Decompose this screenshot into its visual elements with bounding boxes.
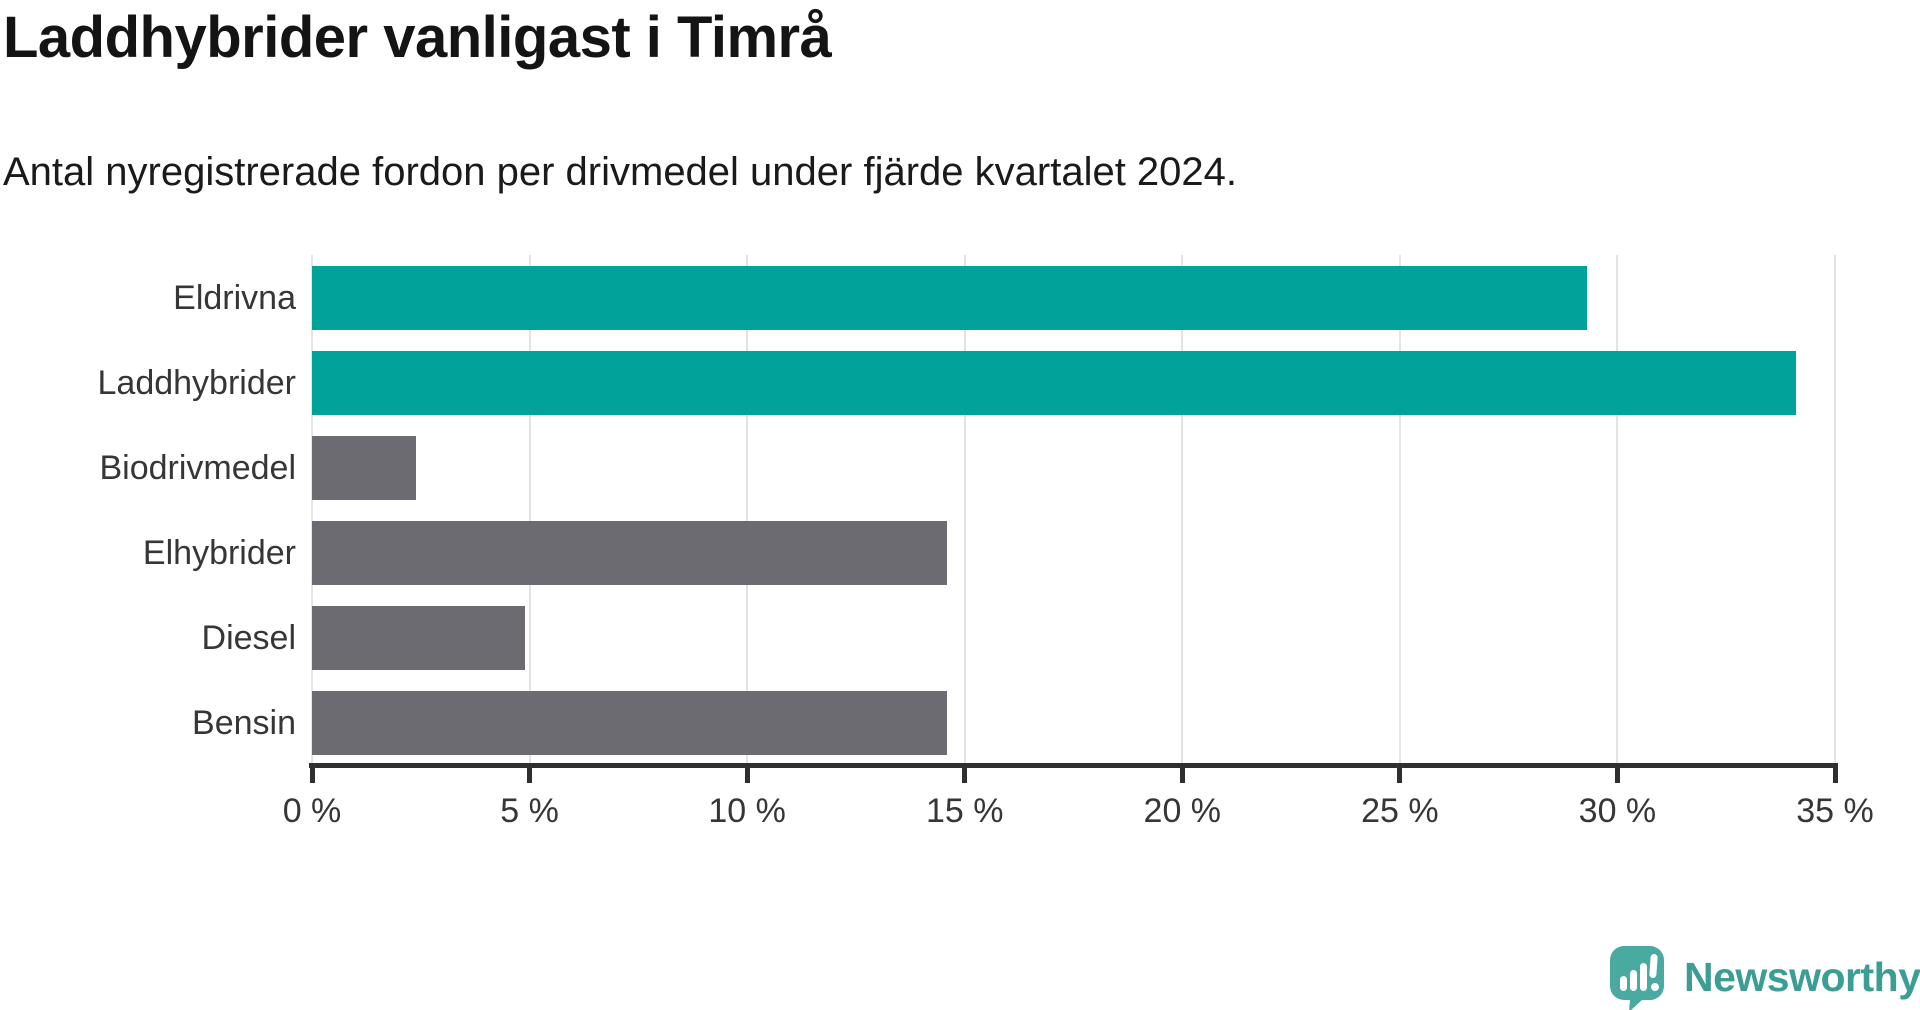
x-axis-line (309, 763, 1838, 768)
bar-elhybrider (312, 521, 948, 585)
y-label-bensin: Bensin (192, 703, 296, 742)
y-label-eldrivna: Eldrivna (173, 278, 296, 317)
gridline (528, 255, 531, 766)
gridline (1398, 255, 1401, 766)
gridline (311, 255, 313, 766)
x-tick (962, 768, 968, 783)
gridline (746, 255, 749, 766)
x-tick-label: 30 % (1578, 792, 1657, 830)
x-tick-label: 20 % (1143, 792, 1222, 830)
x-tick (527, 768, 533, 783)
x-tick-label: 35 % (1796, 792, 1874, 830)
x-tick (1614, 768, 1620, 783)
x-tick-label: 15 % (925, 792, 1004, 830)
y-label-biodrivmedel: Biodrivmedel (99, 448, 296, 487)
gridline (1616, 255, 1619, 766)
bar-bensin (312, 691, 948, 755)
x-tick (1832, 768, 1838, 783)
x-tick (1179, 768, 1185, 783)
chart-title: Laddhybrider vanligast i Timrå (3, 5, 832, 70)
bar-diesel (312, 606, 526, 670)
gridline (963, 255, 966, 766)
x-tick (744, 768, 750, 783)
x-tick-label: 0 % (282, 792, 342, 830)
x-tick-label: 10 % (708, 792, 786, 830)
brand-name: Newsworthy (1684, 954, 1920, 1000)
x-tick (1397, 768, 1403, 783)
bar-eldrivna (312, 266, 1587, 330)
chart-subtitle: Antal nyregistrerade fordon per drivmede… (3, 150, 1238, 194)
x-tick-label: 25 % (1361, 792, 1439, 830)
y-label-laddhybrider: Laddhybrider (97, 363, 296, 402)
x-tick (309, 768, 315, 783)
newsworthy-logo-icon (1610, 946, 1664, 1010)
y-label-elhybrider: Elhybrider (142, 533, 296, 572)
x-tick-label: 5 % (500, 792, 559, 830)
brand-footer: Newsworthy (1610, 946, 1920, 1010)
plot-area (311, 255, 1836, 766)
gridline (1834, 255, 1836, 766)
bar-biodrivmedel (312, 436, 417, 500)
gridline (1181, 255, 1184, 766)
y-axis-labels: Eldrivna Laddhybrider Biodrivmedel Elhybrid… (0, 255, 296, 766)
bar-laddhybrider (312, 351, 1796, 415)
y-label-diesel: Diesel (201, 618, 296, 657)
